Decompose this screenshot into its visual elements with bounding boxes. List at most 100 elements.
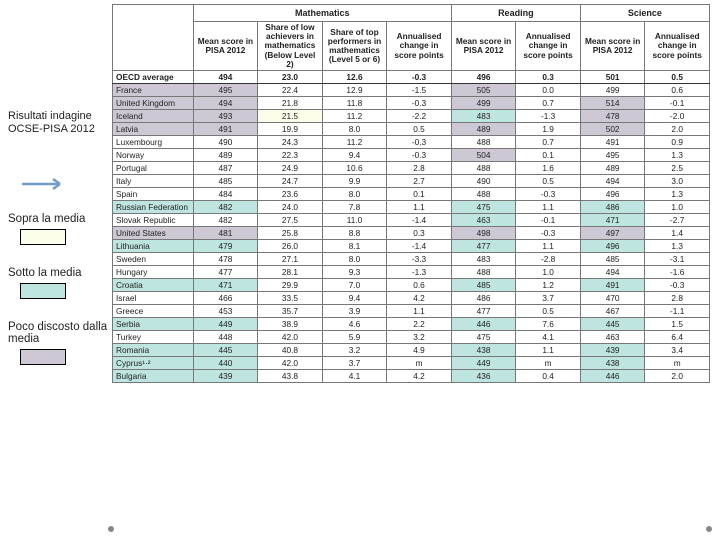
table-row: Hungary47728.19.3-1.34881.0494-1.6	[113, 266, 710, 279]
hdr-sci: Science	[580, 5, 709, 22]
value-cell: 489	[580, 162, 645, 175]
value-cell: 438	[580, 357, 645, 370]
country-cell: United States	[113, 227, 194, 240]
value-cell: 491	[580, 136, 645, 149]
legend-near-label: Poco discosto dalla media	[8, 321, 108, 345]
value-cell: 19.9	[258, 123, 323, 136]
table-row: Russian Federation48224.07.81.14751.1486…	[113, 201, 710, 214]
value-cell: 29.9	[258, 279, 323, 292]
value-cell: m	[645, 357, 710, 370]
table-row: United Kingdom49421.811.8-0.34990.7514-0…	[113, 97, 710, 110]
value-cell: 486	[580, 201, 645, 214]
value-cell: 445	[193, 344, 258, 357]
value-cell: 23.0	[258, 71, 323, 84]
hdr-low: Share of low achievers in mathematics (B…	[258, 22, 323, 71]
value-cell: 3.2	[322, 344, 387, 357]
value-cell: 24.3	[258, 136, 323, 149]
value-cell: 1.1	[516, 240, 581, 253]
value-cell: -0.1	[645, 97, 710, 110]
value-cell: -3.3	[387, 253, 452, 266]
value-cell: 5.9	[322, 331, 387, 344]
value-cell: 496	[580, 188, 645, 201]
table-row: Romania44540.83.24.94381.14393.4	[113, 344, 710, 357]
table-row: Iceland49321.511.2-2.2483-1.3478-2.0	[113, 110, 710, 123]
country-cell: Serbia	[113, 318, 194, 331]
value-cell: 499	[580, 84, 645, 97]
value-cell: 9.9	[322, 175, 387, 188]
value-cell: 0.3	[516, 71, 581, 84]
value-cell: 1.6	[516, 162, 581, 175]
value-cell: 488	[451, 162, 516, 175]
value-cell: -0.3	[645, 279, 710, 292]
value-cell: 479	[193, 240, 258, 253]
value-cell: 0.7	[516, 136, 581, 149]
value-cell: 491	[193, 123, 258, 136]
value-cell: 11.0	[322, 214, 387, 227]
value-cell: 1.3	[645, 240, 710, 253]
value-cell: m	[387, 357, 452, 370]
value-cell: -0.3	[387, 136, 452, 149]
value-cell: 12.9	[322, 84, 387, 97]
value-cell: -0.3	[387, 71, 452, 84]
value-cell: 477	[451, 240, 516, 253]
value-cell: 8.1	[322, 240, 387, 253]
country-cell: Portugal	[113, 162, 194, 175]
table-row: Greece45335.73.91.14770.5467-1.1	[113, 305, 710, 318]
legend-near-swatch	[20, 349, 66, 365]
table-row: Cyprus¹·²44042.03.7m449m438m	[113, 357, 710, 370]
value-cell: 488	[451, 188, 516, 201]
table-row: Luxembourg49024.311.2-0.34880.74910.9	[113, 136, 710, 149]
value-cell: 494	[193, 97, 258, 110]
sidebar: Risultati indagine OCSE-PISA 2012 Sopra …	[8, 110, 108, 387]
value-cell: 493	[193, 110, 258, 123]
value-cell: 3.4	[645, 344, 710, 357]
value-cell: 2.0	[645, 370, 710, 383]
value-cell: 490	[451, 175, 516, 188]
value-cell: 477	[193, 266, 258, 279]
hdr-ann: Annualised change in score points	[387, 22, 452, 71]
value-cell: 478	[193, 253, 258, 266]
country-cell: Romania	[113, 344, 194, 357]
value-cell: 27.1	[258, 253, 323, 266]
decorative-dot	[108, 526, 114, 532]
legend-above-swatch	[20, 229, 66, 245]
value-cell: 0.1	[516, 149, 581, 162]
value-cell: 23.6	[258, 188, 323, 201]
value-cell: 1.1	[516, 344, 581, 357]
value-cell: 496	[451, 71, 516, 84]
value-cell: 449	[451, 357, 516, 370]
pisa-table: Mathematics Reading Science Mean score i…	[112, 4, 710, 383]
country-cell: Lithuania	[113, 240, 194, 253]
value-cell: 1.3	[645, 149, 710, 162]
value-cell: 463	[580, 331, 645, 344]
value-cell: 26.0	[258, 240, 323, 253]
value-cell: -1.5	[387, 84, 452, 97]
value-cell: 1.0	[516, 266, 581, 279]
value-cell: 0.0	[516, 84, 581, 97]
value-cell: 8.8	[322, 227, 387, 240]
value-cell: 0.1	[387, 188, 452, 201]
country-cell: Croatia	[113, 279, 194, 292]
value-cell: -0.1	[516, 214, 581, 227]
value-cell: 0.3	[387, 227, 452, 240]
value-cell: 1.1	[387, 305, 452, 318]
value-cell: -2.7	[645, 214, 710, 227]
value-cell: 24.0	[258, 201, 323, 214]
value-cell: 481	[193, 227, 258, 240]
hdr-mean: Mean score in PISA 2012	[580, 22, 645, 71]
table-row: Serbia44938.94.62.24467.64451.5	[113, 318, 710, 331]
hdr-math: Mathematics	[193, 5, 451, 22]
value-cell: 466	[193, 292, 258, 305]
value-cell: 504	[451, 149, 516, 162]
value-cell: 27.5	[258, 214, 323, 227]
value-cell: 2.7	[387, 175, 452, 188]
value-cell: 498	[451, 227, 516, 240]
value-cell: 3.7	[322, 357, 387, 370]
country-cell: Bulgaria	[113, 370, 194, 383]
value-cell: 478	[580, 110, 645, 123]
country-cell: Slovak Republic	[113, 214, 194, 227]
value-cell: 2.0	[645, 123, 710, 136]
value-cell: 0.5	[387, 123, 452, 136]
value-cell: 446	[451, 318, 516, 331]
table-row: Latvia49119.98.00.54891.95022.0	[113, 123, 710, 136]
